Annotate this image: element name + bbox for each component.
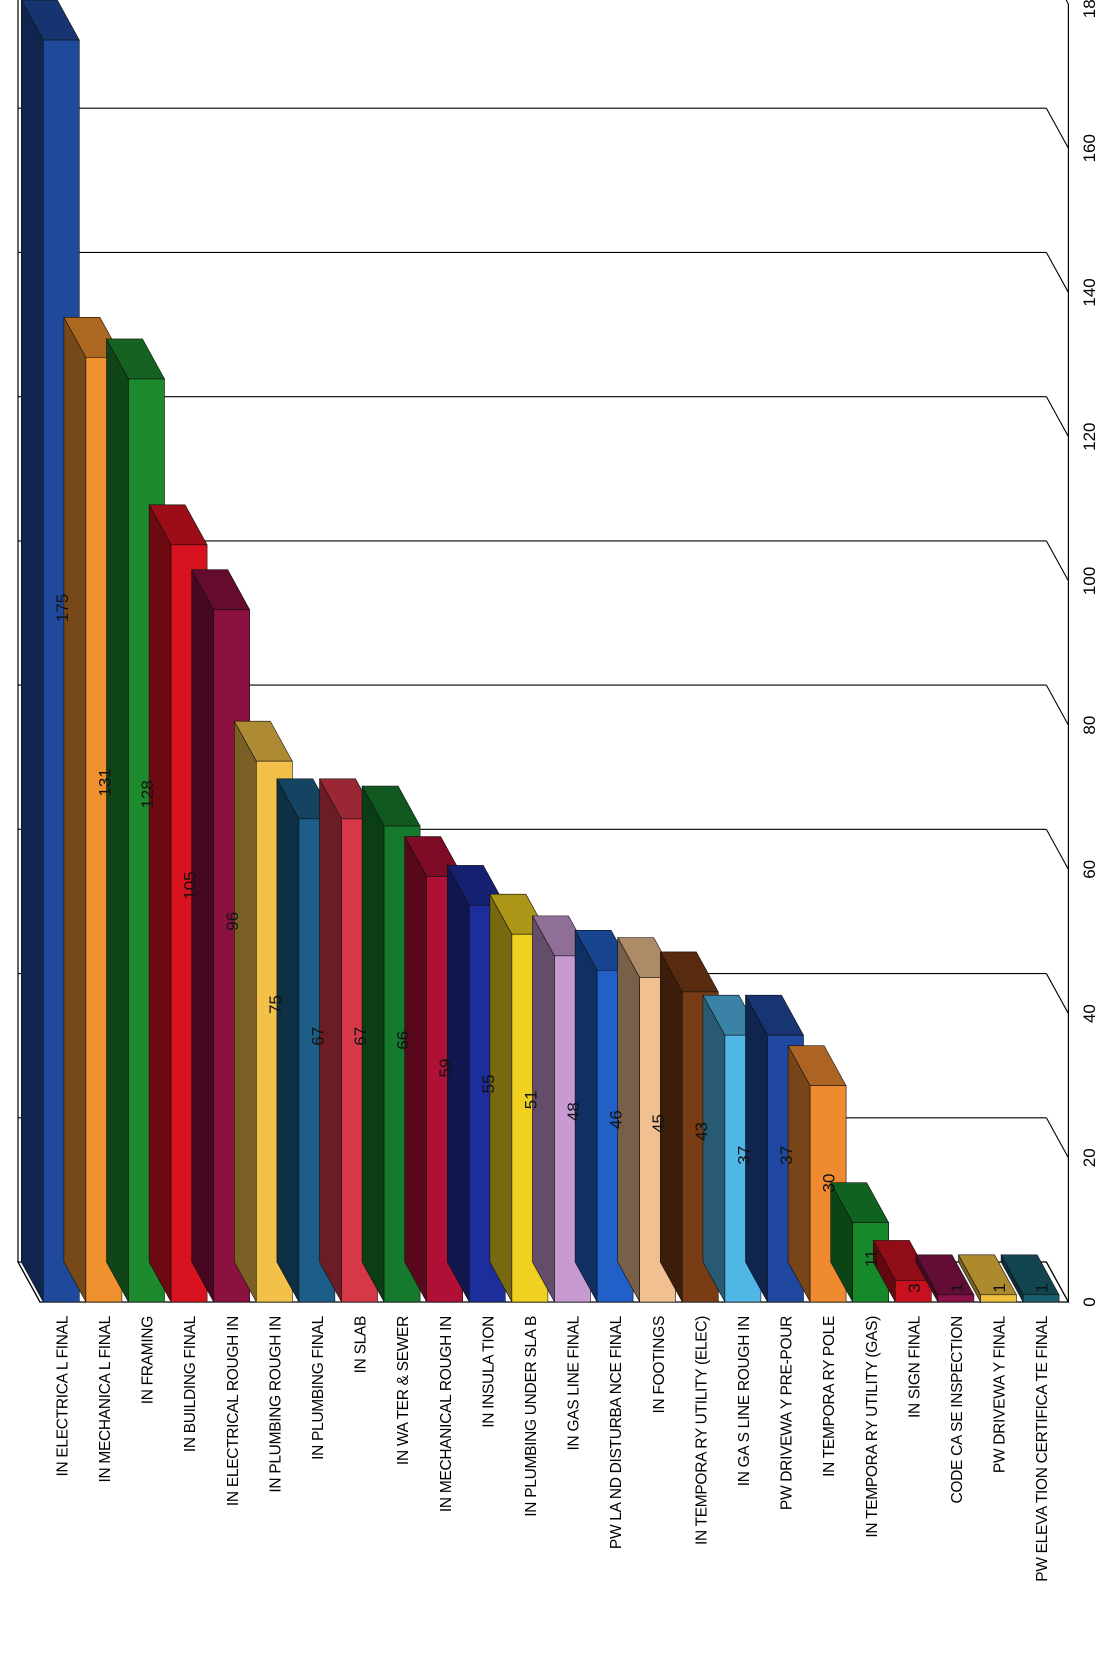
value-label: 1 [947, 1283, 966, 1292]
bar-front [980, 1294, 1017, 1303]
category-label: IN GAS LINE FINAL [566, 1315, 583, 1450]
bar-side [446, 865, 470, 1303]
value-label: 1 [1033, 1283, 1052, 1292]
category-label: PW LA ND DISTURBA NCE FINAL [608, 1315, 625, 1549]
category-label: IN FRAMING [140, 1316, 157, 1404]
axis-tick-mark [1045, 1117, 1069, 1159]
category-label: IN ELECTRICA L FINAL [54, 1315, 71, 1476]
value-label: 75 [266, 995, 285, 1014]
category-label: IN FOOTINGS [651, 1316, 668, 1413]
bar-front [937, 1294, 975, 1303]
category-label: IN SLAB [353, 1316, 370, 1373]
category-label: IN TEMPORA RY POLE [821, 1316, 838, 1477]
tick-label: 80 [1080, 716, 1099, 735]
axis-tick-mark [1045, 829, 1069, 870]
category-label: IN SIGN FINAL [906, 1315, 923, 1418]
value-label: 128 [138, 780, 157, 808]
axis-tick-mark [1045, 973, 1069, 1014]
tick-label: 180 [1080, 0, 1099, 18]
value-label: 45 [649, 1114, 668, 1133]
bar-side [20, 0, 44, 1303]
x-axis-tick-labels: 0 20 40 60 80 100 120 140 160 180 [1080, 0, 1099, 1307]
tick-label: 100 [1080, 567, 1099, 595]
value-label: 59 [436, 1059, 455, 1078]
bar-side [489, 894, 513, 1303]
value-label: 37 [777, 1146, 796, 1165]
category-label: PW DRIVEWA Y FINAL [992, 1315, 1009, 1473]
axis-tick-mark [1045, 252, 1069, 293]
bar-side [702, 995, 726, 1303]
value-label: 30 [820, 1174, 839, 1193]
category-label: IN PLUMBING ROUGH IN [267, 1316, 284, 1493]
value-label: 67 [351, 1027, 370, 1046]
bar [915, 1254, 975, 1303]
axis-tick-mark [1065, 0, 1069, 5]
bar-side [106, 338, 129, 1303]
bar-front [894, 1280, 932, 1303]
value-label: 1 [990, 1283, 1009, 1292]
axis-tick-mark [1045, 540, 1069, 582]
category-label: IN PLUMBING FINAL [310, 1315, 327, 1460]
category-label: IN WA TER & SEWER [395, 1316, 412, 1465]
category-label: IN BUILDING FINAL [182, 1315, 199, 1452]
tick-label: 40 [1080, 1004, 1099, 1023]
category-label: IN PLUMBING UNDER SLA B [523, 1316, 540, 1517]
axis-tick-mark [1045, 396, 1069, 437]
bar-side [787, 1045, 811, 1303]
tick-label: 120 [1080, 422, 1099, 450]
category-label: IN TEMPORA RY UTILITY (ELEC) [693, 1316, 710, 1545]
value-label: 66 [394, 1031, 413, 1050]
bars [20, 0, 1060, 1303]
value-label: 51 [521, 1090, 540, 1109]
bar-side [63, 317, 87, 1303]
bar-side [148, 504, 172, 1303]
tick-label: 60 [1080, 860, 1099, 879]
value-label: 37 [734, 1146, 753, 1165]
value-label: 11 [862, 1250, 881, 1268]
bar [957, 1254, 1018, 1303]
bar [404, 836, 464, 1303]
value-label: 96 [223, 912, 242, 931]
category-label: IN MECHANICA L FINAL [97, 1315, 114, 1482]
category-label: CODE CA SE INSPECTION [949, 1316, 966, 1504]
value-label: 175 [53, 594, 72, 622]
category-label: PW DRIVEWA Y PRE-POUR [779, 1316, 796, 1510]
tick-label: 160 [1080, 134, 1099, 162]
category-label: IN TEMPORA RY UTILITY (GAS) [864, 1316, 881, 1538]
value-label: 46 [607, 1110, 626, 1129]
value-label: 67 [308, 1027, 327, 1046]
value-label: 3 [905, 1283, 924, 1292]
category-label: IN GA S LINE ROUGH IN [736, 1316, 753, 1486]
bar-side [276, 778, 300, 1303]
tick-label: 0 [1080, 1297, 1099, 1306]
category-label: IN INSULA TION [480, 1316, 497, 1428]
category-label: IN MECHANICAL ROUGH IN [438, 1316, 455, 1512]
bar-front [1022, 1294, 1060, 1303]
bar-side [404, 836, 428, 1303]
value-label: 131 [95, 768, 114, 796]
category-labels: IN ELECTRICA L FINAL IN MECHANICA L FINAL… [54, 1315, 1051, 1581]
floor-depth-edge [17, 1261, 41, 1303]
category-label: PW ELEVA TION CERTIFICA TE FINAL [1034, 1315, 1051, 1581]
axis-tick-mark [1045, 107, 1069, 149]
value-label: 48 [564, 1102, 583, 1121]
bar [872, 1240, 932, 1303]
bar-side [191, 569, 214, 1303]
tick-label: 140 [1080, 278, 1099, 306]
value-label: 105 [181, 871, 200, 899]
value-label: 55 [479, 1074, 498, 1093]
axis-tick-mark [1045, 1261, 1069, 1303]
tick-label: 20 [1080, 1148, 1099, 1167]
bar [1000, 1254, 1060, 1303]
value-label: 43 [692, 1122, 711, 1141]
axis-tick-mark [1045, 684, 1069, 726]
category-label: IN ELECTRICAL ROUGH IN [225, 1316, 242, 1506]
bar-side [234, 721, 257, 1303]
